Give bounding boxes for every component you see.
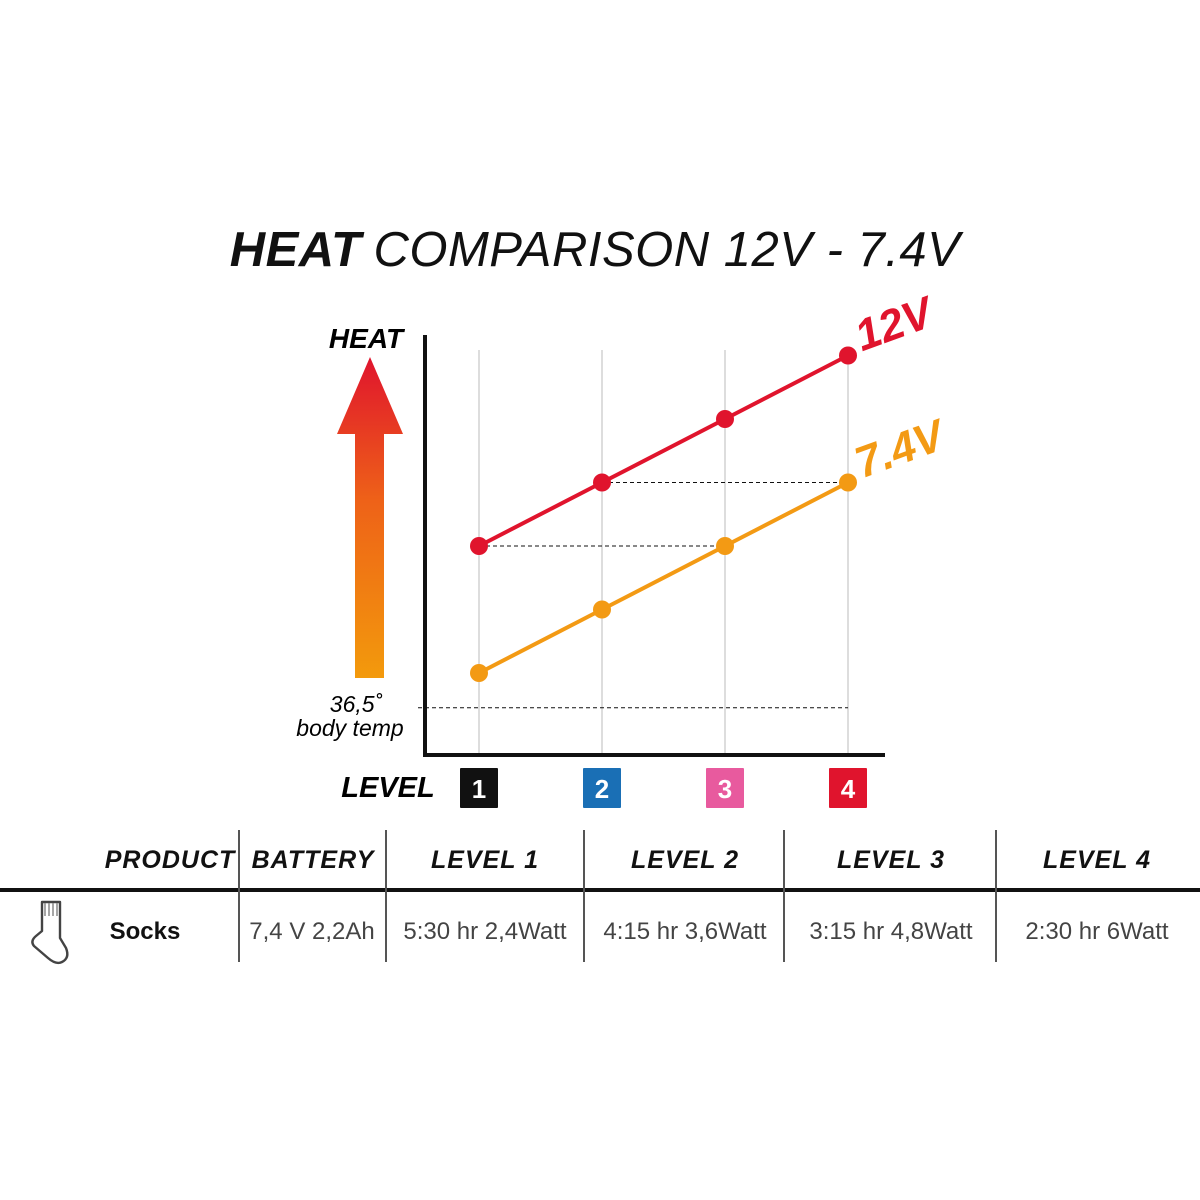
heat-chart: HEAT 36,5˚ body temp LEVEL 12V 7.4V 1 2 3 4 [296,287,954,808]
title-rest: COMPARISON 12V - 7.4V [373,223,961,277]
sock-icon [31,900,69,965]
level-2-value: 4:15 hr 3,6Watt [603,918,767,945]
heat-arrow [337,357,403,678]
header-product: PRODUCT [104,846,236,874]
header-level-1: LEVEL 1 [431,846,539,874]
level-badge-label: 2 [595,774,609,804]
product-table: PRODUCT BATTERY LEVEL 1 LEVEL 2 LEVEL 3 … [0,830,1200,966]
level-1-value: 5:30 hr 2,4Watt [403,918,567,945]
battery-value: 7,4 V 2,2Ah [249,918,375,945]
level-badge-label: 4 [841,774,856,804]
series-point [839,473,857,492]
column-divider [385,830,387,962]
column-divider [995,830,997,962]
column-divider [583,830,585,962]
header-level-4: LEVEL 4 [1043,846,1151,874]
header-level-2: LEVEL 2 [631,846,739,874]
header-level-3: LEVEL 3 [837,846,945,874]
product-name: Socks [109,918,181,945]
column-divider [783,830,785,962]
series-point [593,600,611,619]
level-badge [829,768,867,808]
header-battery: BATTERY [251,846,375,874]
x-axis-label: LEVEL [341,772,434,804]
baseline-value-label: 36,5˚ [330,691,383,717]
series-point [470,664,488,682]
level-3-value: 3:15 hr 4,8Watt [809,918,973,945]
title-bold: HEAT [229,223,362,277]
baseline-text-label: body temp [296,715,404,741]
series-line-0 [478,353,849,548]
series-point [716,410,734,428]
series-point [716,537,734,555]
level-4-value: 2:30 hr 6Watt [1025,918,1169,945]
series-label: 12V [849,287,943,361]
table-header-divider [0,888,1200,892]
series-label: 7.4V [849,410,954,488]
level-badge [460,768,498,808]
page-title: HEAT COMPARISON 12V - 7.4V [0,222,1190,278]
series-line-1 [478,480,849,675]
level-badge-label: 3 [718,774,732,804]
level-badge-label: 1 [472,774,486,804]
level-badge [583,768,621,808]
level-badge [706,768,744,808]
series-point [839,346,857,365]
series-point [470,537,488,555]
column-divider [238,830,240,962]
series-point [593,473,611,492]
y-axis-label: HEAT [329,323,406,354]
